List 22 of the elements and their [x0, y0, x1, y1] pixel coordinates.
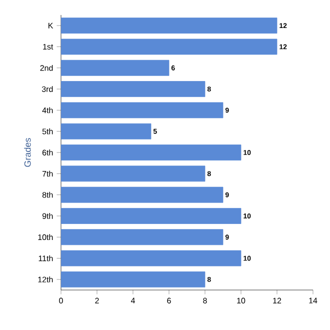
y-tick-label: 12th — [38, 276, 53, 282]
x-tick-label: 14 — [309, 298, 318, 304]
x-tick-label: 12 — [273, 298, 282, 304]
y-tick-label: 8th — [42, 192, 53, 198]
x-tick-label: 2 — [95, 298, 99, 304]
x-tick-label: 10 — [237, 298, 246, 304]
x-tick-label: 6 — [167, 298, 171, 304]
y-tick-label: 10th — [38, 234, 53, 240]
y-tick-label: 1st — [43, 44, 54, 50]
y-tick-label: K — [48, 22, 54, 28]
y-tick-label: 4th — [42, 107, 53, 114]
y-tick-label: 9th — [42, 213, 53, 219]
y-tick-label: 5th — [42, 128, 53, 134]
y-tick-label: 7th — [42, 170, 53, 177]
x-tick-label: 0 — [59, 298, 63, 304]
y-tick-label: 6th — [42, 150, 53, 156]
y-tick-label: 11th — [38, 255, 53, 262]
y-tick-label: 3rd — [42, 86, 53, 92]
x-tick-label: 4 — [130, 298, 135, 304]
y-axis-title: Grades — [24, 138, 31, 167]
y-tick-label: 2nd — [40, 64, 53, 71]
x-tick-label: 8 — [203, 298, 207, 304]
